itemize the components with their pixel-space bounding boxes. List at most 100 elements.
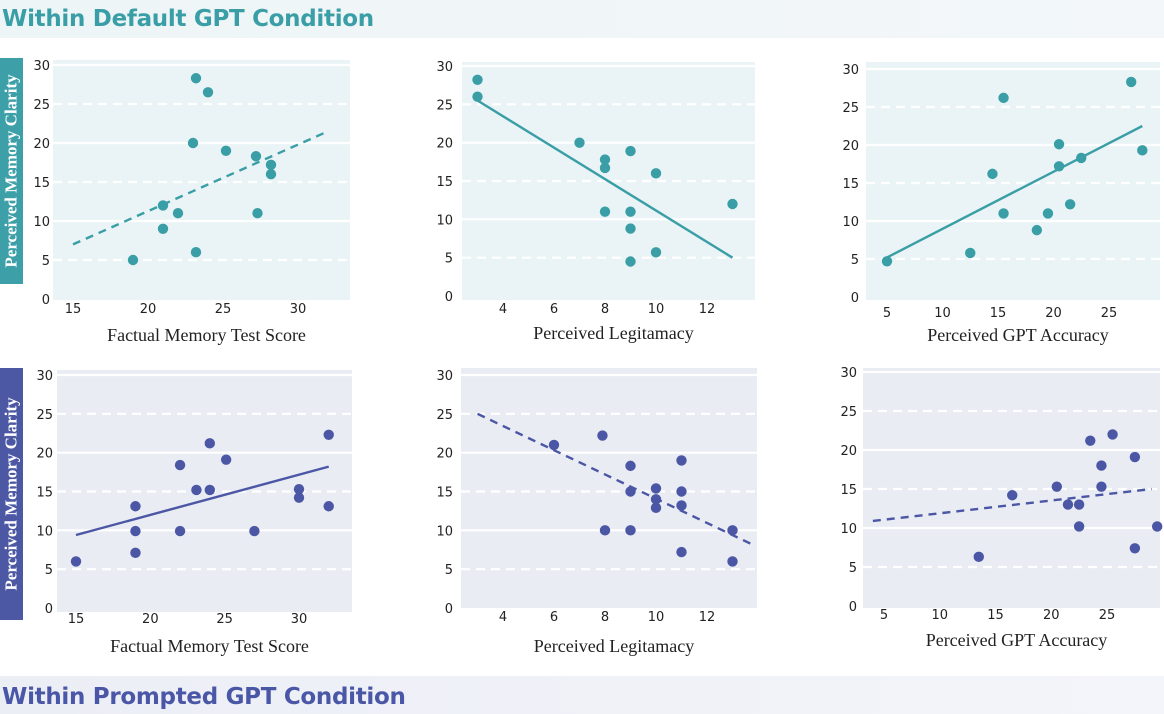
data-point xyxy=(157,200,169,211)
data-point xyxy=(1073,521,1085,532)
y-tick-label: 25 xyxy=(36,408,53,423)
y-tick-label: 20 xyxy=(36,447,53,462)
y-tick-label: 5 xyxy=(445,563,453,578)
data-point xyxy=(1007,490,1018,501)
x-axis-label: Factual Memory Test Score xyxy=(107,325,306,345)
data-point xyxy=(174,459,186,471)
data-point xyxy=(676,455,687,466)
data-point xyxy=(676,500,687,511)
data-point xyxy=(625,486,636,497)
y-tick-label: 10 xyxy=(840,522,857,537)
trendline xyxy=(872,487,1152,523)
y-tick-label: 10 xyxy=(36,524,53,539)
data-point xyxy=(650,168,662,179)
data-point xyxy=(1126,76,1137,88)
plot-background xyxy=(57,370,352,612)
data-point xyxy=(191,484,202,496)
data-point xyxy=(1085,435,1096,446)
data-point xyxy=(676,546,687,558)
data-point xyxy=(130,501,141,512)
x-tick-label: 10 xyxy=(648,610,665,625)
y-tick-label: 15 xyxy=(436,175,453,190)
x-axis-label: Perceived GPT Accuracy xyxy=(926,630,1108,650)
data-point xyxy=(599,525,611,536)
x-tick-label: 25 xyxy=(216,612,233,627)
x-tick-label: 15 xyxy=(990,306,1007,321)
data-point xyxy=(625,223,636,234)
data-point xyxy=(174,525,186,537)
y-tick-label: 10 xyxy=(33,215,50,230)
data-point xyxy=(1076,152,1087,164)
data-point xyxy=(1096,481,1107,492)
y-tick-label: 0 xyxy=(849,600,857,615)
data-point xyxy=(204,438,215,449)
y-tick-label: 15 xyxy=(840,483,857,498)
y-tick-label: 25 xyxy=(436,408,453,423)
data-point xyxy=(1107,429,1118,440)
x-axis-label: Perceived Legitamacy xyxy=(534,636,694,656)
x-tick-label: 6 xyxy=(550,302,558,317)
data-point xyxy=(650,483,662,494)
y-tick-label: 15 xyxy=(33,176,50,191)
trendline xyxy=(886,124,1143,259)
data-point xyxy=(293,492,305,503)
data-point xyxy=(130,525,141,537)
x-axis-label: Perceived GPT Accuracy xyxy=(927,325,1109,345)
data-point xyxy=(1129,451,1141,463)
plot-background xyxy=(461,368,757,608)
data-point xyxy=(965,247,976,259)
data-point xyxy=(987,168,998,180)
data-point xyxy=(202,87,214,98)
data-point xyxy=(625,460,636,472)
data-point xyxy=(650,502,662,514)
trendline xyxy=(72,130,329,246)
scatter-panel-6: 0 5 10 15 20 25 30 5 10 15 20 25 Perceived GPT Accur… xyxy=(840,366,1163,650)
y-tick-label: 5 xyxy=(851,253,859,268)
data-point xyxy=(625,525,636,536)
x-tick-label: 20 xyxy=(140,302,157,317)
y-tick-label: 0 xyxy=(445,602,453,617)
x-tick-label: 12 xyxy=(699,610,716,625)
data-point xyxy=(187,137,199,149)
data-point xyxy=(1096,460,1107,471)
y-tick-label: 0 xyxy=(42,293,50,308)
y-tick-label: 20 xyxy=(436,137,453,152)
data-point xyxy=(650,247,662,258)
data-point xyxy=(472,74,483,86)
data-point xyxy=(1129,543,1141,554)
x-tick-label: 10 xyxy=(934,306,951,321)
x-tick-label: 4 xyxy=(499,302,507,317)
data-point xyxy=(252,208,263,219)
y-tick-label: 25 xyxy=(436,98,453,113)
data-point xyxy=(293,483,305,495)
data-point xyxy=(599,162,611,174)
data-point xyxy=(1151,521,1163,532)
data-point xyxy=(249,525,260,537)
y-tick-label: 25 xyxy=(842,101,859,116)
data-point xyxy=(998,92,1009,104)
y-tick-label: 5 xyxy=(45,563,53,578)
data-point xyxy=(323,429,334,441)
y-tick-label: 30 xyxy=(33,59,50,74)
y-tick-label: 30 xyxy=(840,366,857,381)
row-label-prompted: Perceived Memory Clarity xyxy=(0,368,23,620)
x-tick-label: 15 xyxy=(68,612,85,627)
data-point xyxy=(190,73,202,84)
x-tick-label: 20 xyxy=(1043,608,1060,623)
y-tick-label: 10 xyxy=(436,524,453,539)
data-point xyxy=(250,151,262,162)
data-point xyxy=(1062,499,1074,510)
data-point xyxy=(1053,161,1065,172)
y-tick-label: 0 xyxy=(445,290,453,305)
data-point xyxy=(599,154,611,165)
data-point xyxy=(727,556,738,567)
data-point xyxy=(1137,145,1148,156)
data-point xyxy=(190,247,202,258)
data-point xyxy=(265,159,277,171)
x-tick-label: 20 xyxy=(142,612,159,627)
data-point xyxy=(1053,139,1065,150)
data-point xyxy=(574,137,585,148)
x-axis-label: Perceived Legitamacy xyxy=(533,323,693,343)
x-tick-label: 10 xyxy=(931,608,948,623)
